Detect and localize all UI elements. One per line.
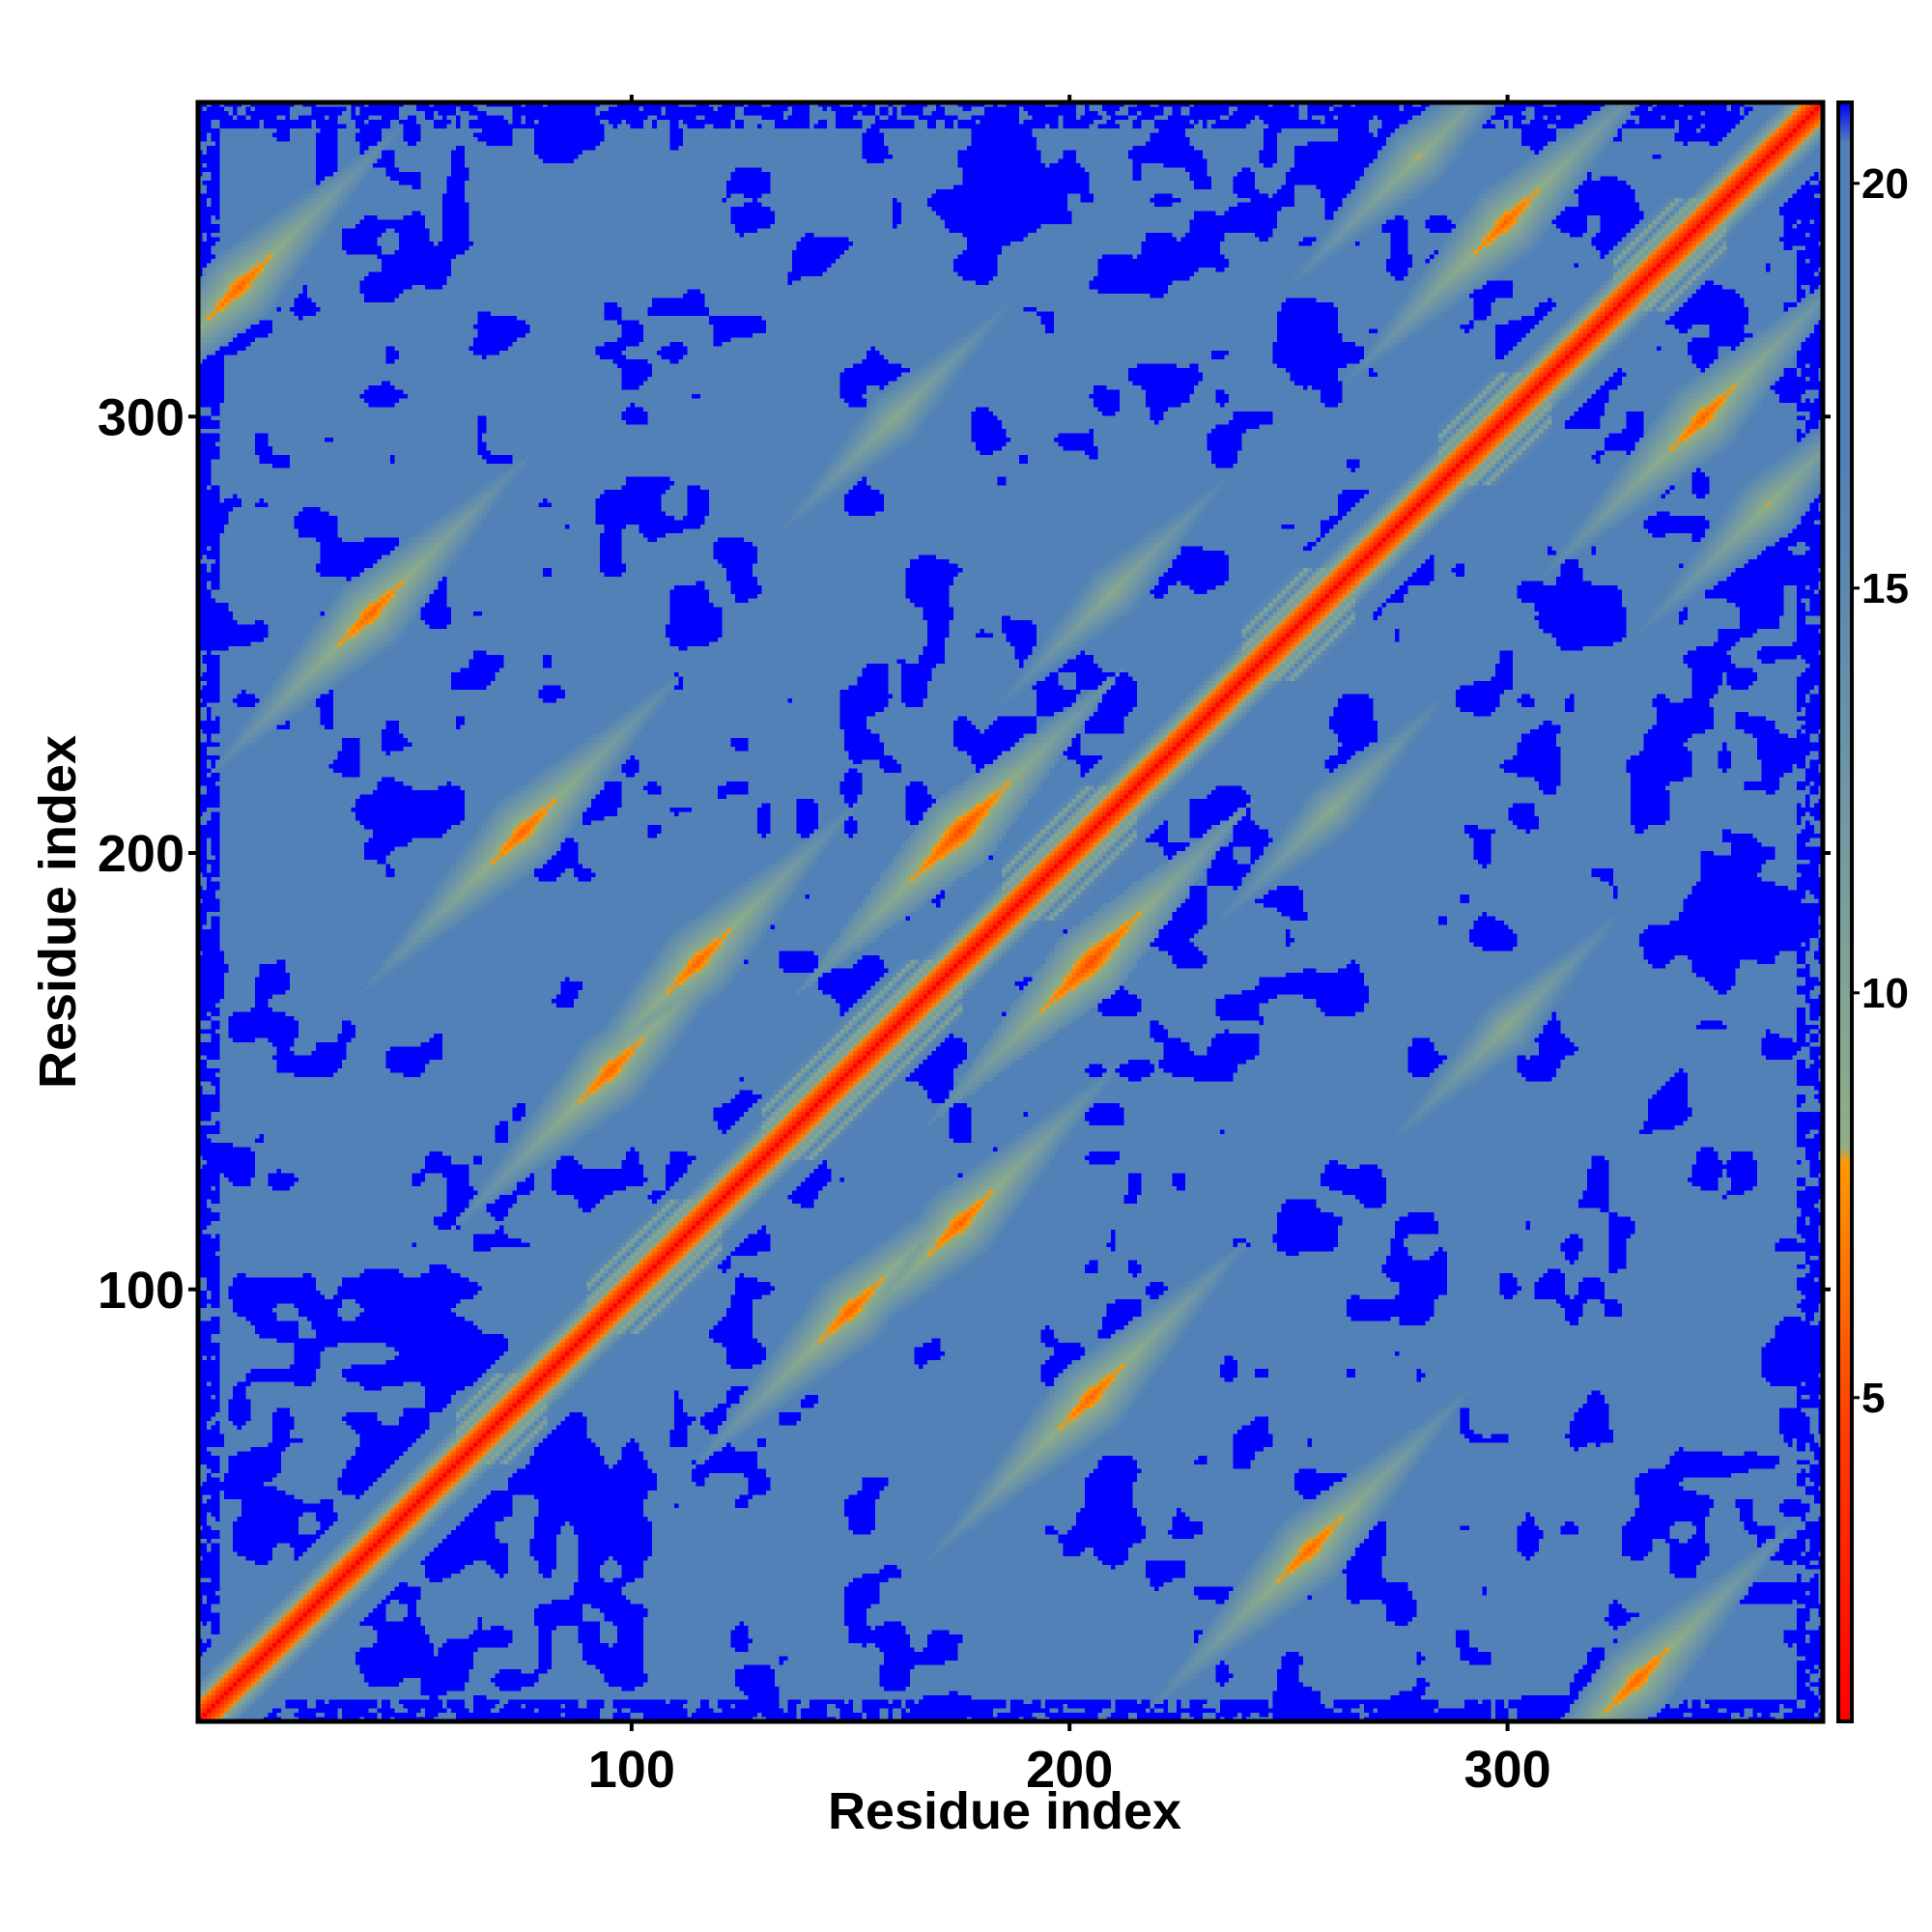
colorbar-tick-label: 20 (1861, 160, 1909, 208)
plot-frame (195, 99, 1826, 1724)
y-tick-label: 200 (98, 825, 185, 883)
heatmap-image (198, 102, 1823, 1721)
colorbar-tick-label: 15 (1861, 565, 1909, 612)
y-axis-title: Residue index (29, 735, 87, 1089)
y-axis-ticks: 100 200 300 (98, 388, 1831, 1320)
colorbar-tick-label: 10 (1861, 970, 1909, 1017)
x-axis-title: Residue index (828, 1782, 1181, 1840)
colorbar-tick-label: 5 (1861, 1375, 1885, 1422)
y-tick-label: 100 (98, 1262, 185, 1320)
x-tick-label: 300 (1464, 1741, 1551, 1799)
x-tick-label: 200 (1026, 1741, 1113, 1799)
x-axis-ticks: 100 200 300 (588, 95, 1551, 1799)
x-tick-label: 100 (588, 1741, 675, 1799)
y-tick-label: 300 (98, 388, 185, 446)
colorbar-ticks: 5 10 15 20 (1852, 160, 1909, 1422)
colorbar (1836, 100, 1854, 1723)
